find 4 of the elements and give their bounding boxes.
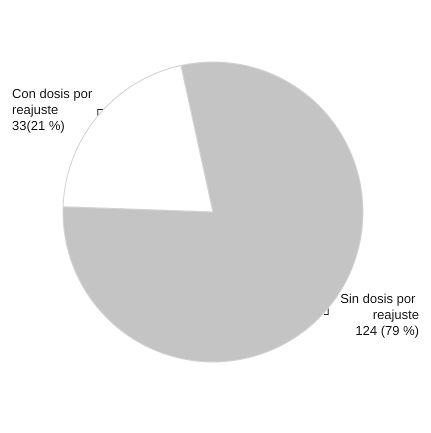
slice-label: Con dosis por reajuste <box>12 86 96 118</box>
data-label: 124 (79 %) <box>355 322 419 338</box>
slice-label: Sin dosis por reajuste <box>340 290 419 322</box>
data-label: 33(21 %) <box>12 118 65 134</box>
